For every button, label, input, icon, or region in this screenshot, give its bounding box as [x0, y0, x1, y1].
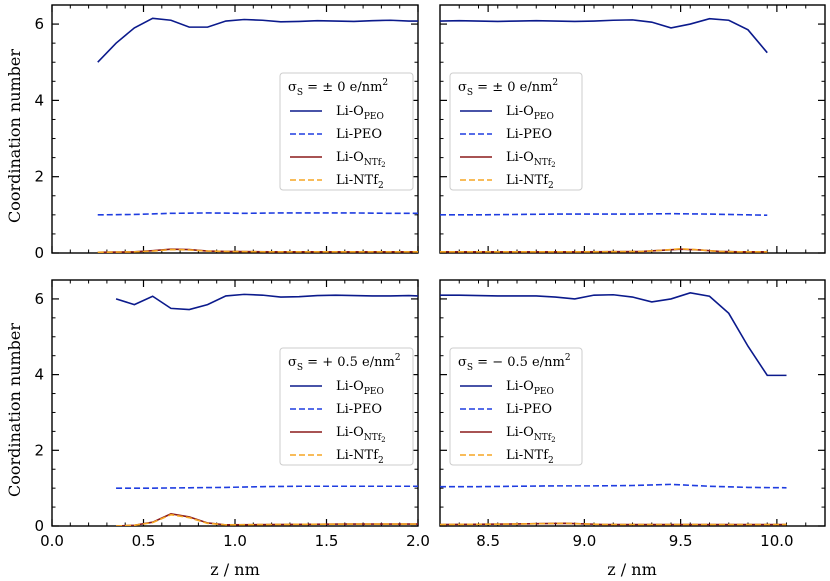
legend-label: Li-ONTf2: [336, 150, 386, 169]
ylabel-bottom: Coordination number: [5, 323, 24, 497]
legend-label: Li-NTf2: [336, 173, 384, 191]
legend-title: σS = − 0.5 e/nm2: [458, 353, 571, 373]
x-tick-label: 0.5: [132, 532, 156, 550]
legend-label: Li-OPEO: [506, 379, 554, 397]
series-line-1: [440, 483, 787, 489]
series-line-1: [97, 212, 418, 216]
series-line-0: [440, 292, 787, 377]
x-tick-label: 10.0: [760, 532, 793, 550]
legend: σS = − 0.5 e/nm2 Li-OPEO Li-PEO Li-ONTf2 Li-…: [449, 347, 583, 466]
xlabel-right: z / nm: [607, 560, 656, 579]
legend-label: Li-ONTf2: [506, 150, 556, 169]
y-tick-label: 2: [34, 441, 44, 459]
y-tick-label: 0: [34, 244, 44, 262]
legend-title: σS = + 0.5 e/nm2: [288, 353, 401, 373]
legend-label: Li-PEO: [506, 402, 552, 417]
panel-bottom-left: 0.0 0.5 1.0 1.5 2.0 0 2 4 6 σS = + 0.5 e/nm2 Li-OP…: [34, 279, 430, 550]
x-tick-label: 2.0: [406, 532, 430, 550]
y-tick-label: 6: [34, 290, 44, 308]
series-line-3: [116, 513, 418, 526]
legend-label: Li-OPEO: [336, 379, 384, 397]
x-tick-label: 1.5: [315, 532, 339, 550]
series-line-3: [440, 522, 787, 526]
legend-label: Li-PEO: [336, 402, 382, 417]
legend-label: Li-PEO: [336, 127, 382, 142]
x-tick-label: 9.5: [669, 532, 693, 550]
y-tick-label: 4: [34, 366, 44, 384]
series-line-3: [440, 247, 768, 253]
legend-box: [279, 72, 414, 191]
legend-label: Li-PEO: [506, 127, 552, 142]
legend-label: Li-OPEO: [336, 104, 384, 122]
y-tick-label: 4: [34, 91, 44, 109]
x-tick-label: 8.5: [476, 532, 500, 550]
series-line-0: [440, 17, 768, 54]
legend-label: Li-NTf2: [336, 448, 384, 466]
series-line-0: [97, 17, 418, 63]
legend-title: σS = ± 0 e/nm2: [458, 78, 558, 98]
legend-box: [449, 72, 583, 191]
series-line-3: [97, 248, 418, 253]
legend: σS = + 0.5 e/nm2 Li-OPEO Li-PEO Li-ONTf2 Li-…: [279, 347, 414, 466]
legend: σS = ± 0 e/nm2 Li-OPEO Li-PEO Li-ONTf2 Li-NT…: [279, 72, 414, 191]
ylabel-top: Coordination number: [5, 49, 24, 223]
panel-bottom-right: 8.5 9.0 9.5 10.0 σS = − 0.5 e/nm2 Li-OPEO Li-P…: [439, 279, 826, 550]
legend-label: Li-ONTf2: [336, 425, 386, 444]
legend-label: Li-NTf2: [506, 448, 554, 466]
x-tick-label: 0.0: [40, 532, 64, 550]
series-line-1: [440, 212, 768, 217]
series-line-1: [116, 485, 418, 489]
panel-top-right: σS = ± 0 e/nm2 Li-OPEO Li-PEO Li-ONTf2 Li-NT…: [439, 4, 826, 254]
x-tick-label: 1.0: [223, 532, 247, 550]
legend-box: [449, 347, 583, 466]
legend-label: Li-OPEO: [506, 104, 554, 122]
panel-top-left: 0 2 4 6 σS = ± 0 e/nm2 Li-OPEO Li-PEO Li-ONTf2 L…: [34, 4, 419, 262]
legend-label: Li-ONTf2: [506, 425, 556, 444]
panels: 0 2 4 6 σS = ± 0 e/nm2 Li-OPEO Li-PEO Li-ONTf2 L…: [34, 4, 826, 550]
series-line-0: [115, 293, 418, 311]
y-tick-label: 6: [34, 15, 44, 33]
y-tick-label: 2: [34, 168, 44, 186]
xlabel-left: z / nm: [210, 560, 259, 579]
legend: σS = ± 0 e/nm2 Li-OPEO Li-PEO Li-ONTf2 Li-NT…: [449, 72, 583, 191]
x-tick-label: 9.0: [572, 532, 596, 550]
legend-box: [279, 347, 414, 466]
legend-title: σS = ± 0 e/nm2: [288, 78, 388, 98]
legend-label: Li-NTf2: [506, 173, 554, 191]
y-tick-label: 0: [34, 517, 44, 535]
